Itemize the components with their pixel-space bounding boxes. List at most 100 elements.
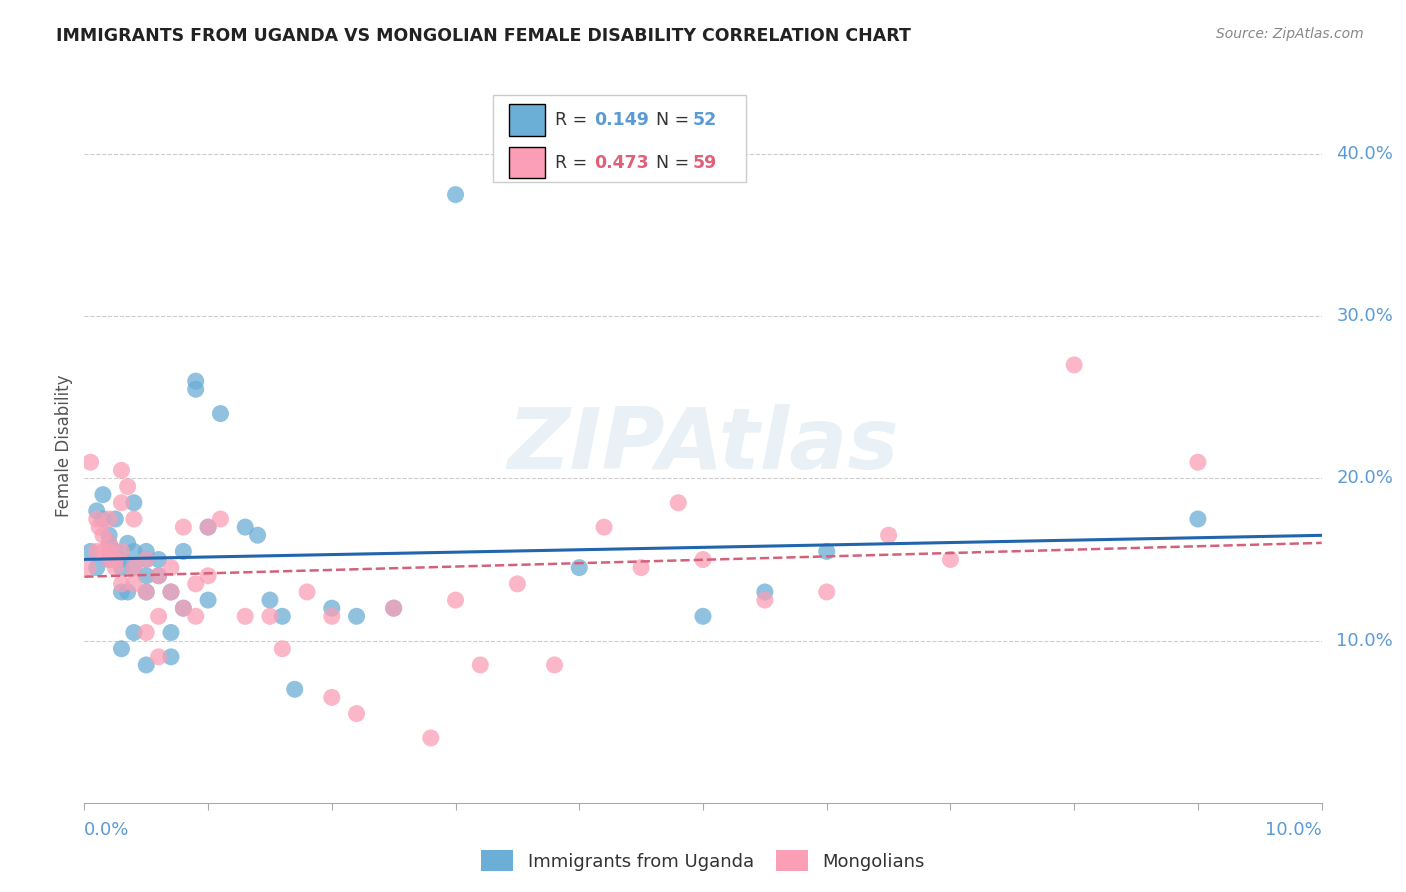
Point (259, 609, 281, 624)
Point (197, 568, 219, 582)
Point (444, 593, 467, 607)
Point (122, 544, 145, 558)
Point (104, 560, 127, 574)
Point (233, 520, 256, 534)
Point (506, 577, 529, 591)
Point (197, 593, 219, 607)
Point (321, 690, 343, 705)
Point (135, 585, 157, 599)
Point (86, 560, 108, 574)
Point (630, 560, 652, 574)
Point (98, 512, 121, 526)
Y-axis label: Female Disability: Female Disability (55, 375, 73, 517)
Point (110, 496, 132, 510)
Point (104, 552, 127, 566)
Point (209, 407, 232, 421)
Point (197, 520, 219, 534)
Point (1187, 455, 1209, 469)
Point (172, 601, 194, 615)
Point (271, 641, 294, 656)
Point (1063, 358, 1085, 372)
Point (148, 552, 170, 566)
Text: 40.0%: 40.0% (1337, 145, 1393, 163)
Point (135, 552, 157, 566)
Point (122, 560, 145, 574)
Point (79, 544, 101, 558)
Point (77, 560, 100, 574)
Point (197, 520, 219, 534)
Point (284, 682, 307, 697)
FancyBboxPatch shape (509, 147, 544, 178)
Text: IMMIGRANTS FROM UGANDA VS MONGOLIAN FEMALE DISABILITY CORRELATION CHART: IMMIGRANTS FROM UGANDA VS MONGOLIAN FEMA… (56, 27, 911, 45)
Point (271, 609, 294, 624)
Point (444, 187, 467, 202)
Point (98, 536, 121, 550)
Text: 30.0%: 30.0% (1337, 307, 1393, 326)
Point (160, 560, 183, 574)
Point (233, 609, 256, 624)
Point (135, 585, 157, 599)
Point (259, 593, 281, 607)
Point (117, 585, 139, 599)
Text: 52: 52 (693, 111, 717, 128)
Point (692, 552, 714, 566)
Point (86, 504, 108, 518)
Point (98, 544, 121, 558)
Text: 10.0%: 10.0% (1265, 821, 1322, 838)
Point (160, 585, 183, 599)
Point (877, 528, 900, 542)
Point (110, 463, 132, 477)
Point (246, 528, 269, 542)
Point (321, 609, 343, 624)
Point (419, 731, 441, 745)
Point (172, 520, 194, 534)
Text: ZIPAtlas: ZIPAtlas (508, 404, 898, 488)
Point (98, 536, 121, 550)
Point (382, 601, 405, 615)
Point (110, 544, 132, 558)
Text: 0.0%: 0.0% (84, 821, 129, 838)
Point (939, 552, 962, 566)
FancyBboxPatch shape (492, 95, 747, 182)
Point (135, 552, 157, 566)
Point (184, 609, 207, 624)
Text: R =: R = (554, 153, 592, 171)
Point (122, 625, 145, 640)
Point (91, 488, 114, 502)
Point (160, 649, 183, 664)
Point (110, 577, 132, 591)
Point (122, 496, 145, 510)
Point (122, 512, 145, 526)
Point (98, 528, 121, 542)
Point (692, 609, 714, 624)
Point (122, 560, 145, 574)
Point (148, 568, 170, 582)
Text: N =: N = (657, 111, 695, 128)
Point (568, 560, 591, 574)
Point (666, 496, 689, 510)
Point (91, 512, 114, 526)
Point (135, 625, 157, 640)
Point (110, 552, 132, 566)
Point (110, 585, 132, 599)
Point (135, 544, 157, 558)
Point (172, 601, 194, 615)
Point (184, 577, 207, 591)
Legend: Immigrants from Uganda, Mongolians: Immigrants from Uganda, Mongolians (474, 843, 932, 879)
Point (321, 601, 343, 615)
FancyBboxPatch shape (509, 104, 544, 136)
Point (135, 568, 157, 582)
Point (89, 520, 111, 534)
Point (815, 585, 838, 599)
Point (117, 536, 139, 550)
Point (98, 552, 121, 566)
Text: 0.149: 0.149 (595, 111, 650, 128)
Point (754, 593, 776, 607)
Text: 0.473: 0.473 (595, 153, 648, 171)
Text: Source: ZipAtlas.com: Source: ZipAtlas.com (1216, 27, 1364, 41)
Point (117, 479, 139, 493)
Point (148, 649, 170, 664)
Point (86, 512, 108, 526)
Point (86, 544, 108, 558)
Point (135, 657, 157, 672)
